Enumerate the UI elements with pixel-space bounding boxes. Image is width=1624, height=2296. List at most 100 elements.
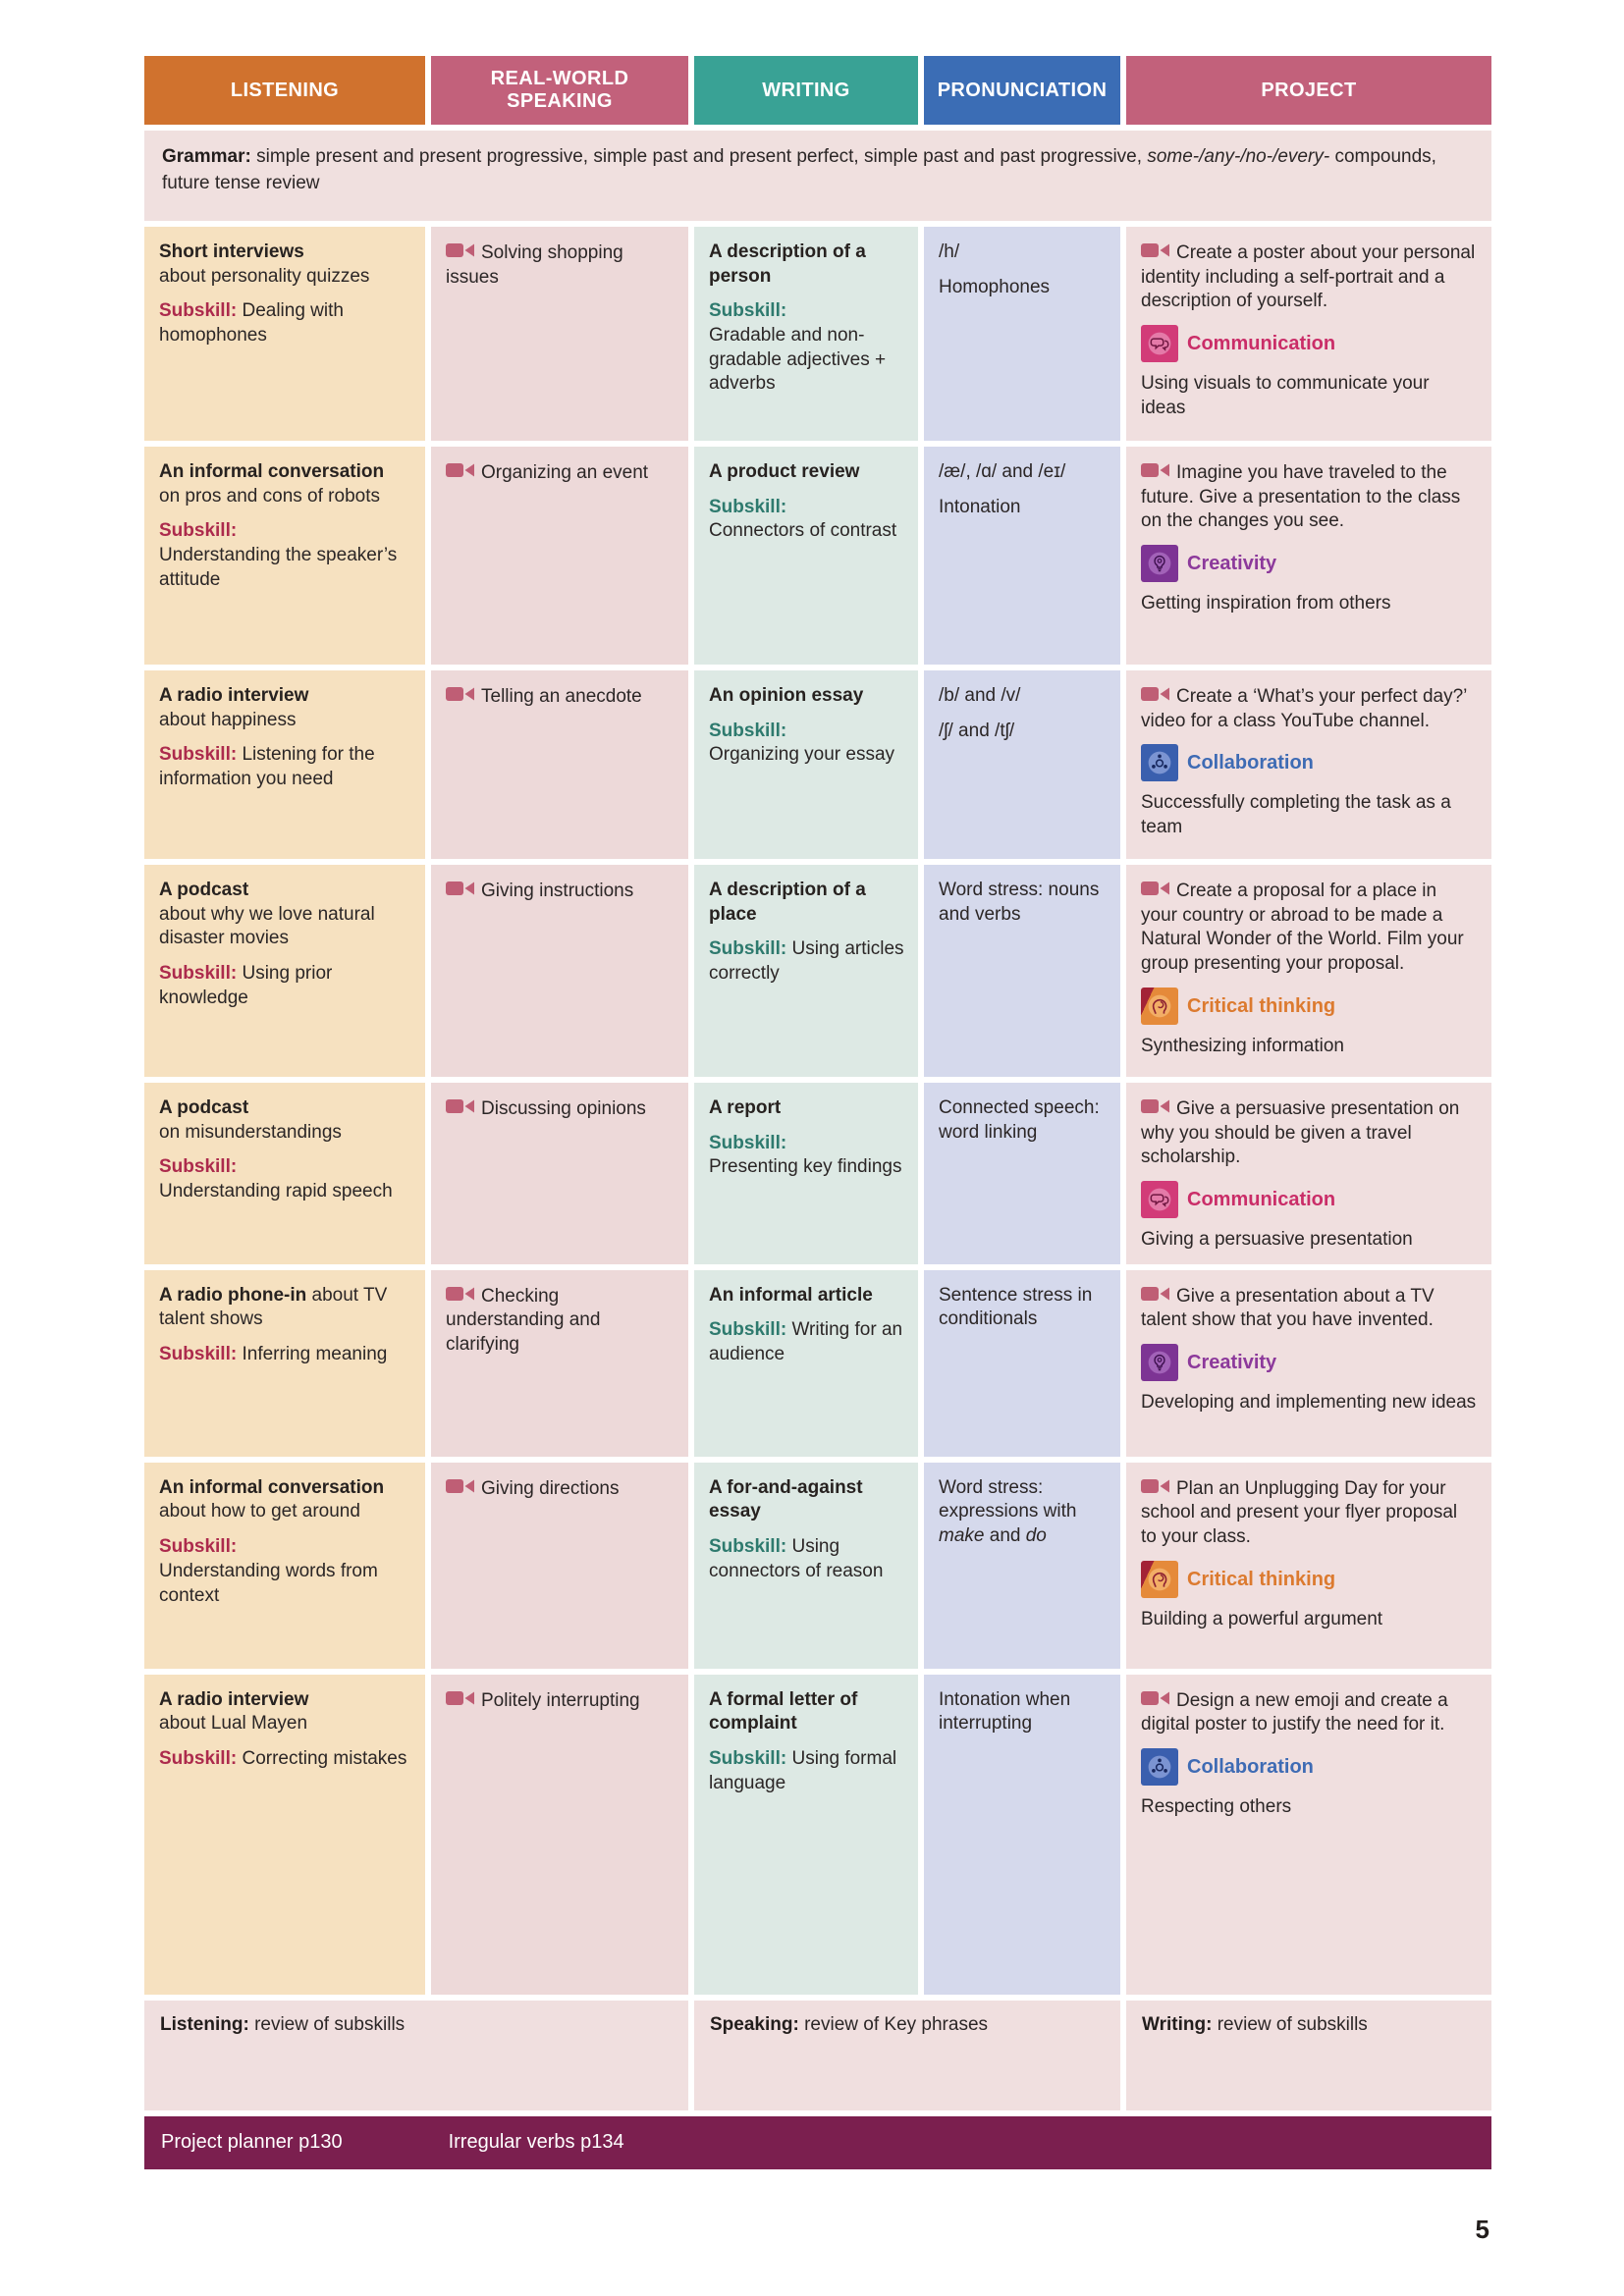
speaking-cell: Organizing an event xyxy=(431,447,688,665)
skill-badge: Critical thinking xyxy=(1141,987,1478,1025)
listening-cell: A podcast about why we love natural disas… xyxy=(144,865,425,1077)
speaking-cell: Checking understanding and clarifying xyxy=(431,1269,688,1457)
listening-detail: on misunderstandings xyxy=(159,1121,342,1143)
project-task: Create a proposal for a place in your co… xyxy=(1141,881,1464,975)
skill-badge-label: Creativity xyxy=(1187,553,1277,575)
writing-cell: A formal letter of complaint Subskill: U… xyxy=(694,1674,918,1995)
pronunciation-line: /æ/, /ɑ/ and /eɪ/ xyxy=(939,461,1066,482)
subskill-text: Dealing with homophones xyxy=(159,300,344,347)
review-row: Listening: review of subskills Speaking:… xyxy=(144,2000,1491,2110)
subskill-label: Subskill: xyxy=(709,1748,787,1770)
writing-cell: A description of a place Subskill: Using… xyxy=(694,865,918,1077)
pronunciation-italic: make xyxy=(939,1525,985,1547)
review-writing-cell: Writing: review of subskills xyxy=(1126,2000,1491,2110)
speaking-cell: Giving instructions xyxy=(431,865,688,1077)
writing-title: A formal letter of complaint xyxy=(709,1688,858,1735)
video-camera-icon xyxy=(1141,460,1170,480)
listening-detail: about how to get around xyxy=(159,1501,360,1522)
subskill-text: Using prior knowledge xyxy=(159,963,333,1008)
subskill-text: Inferring meaning xyxy=(242,1344,388,1365)
video-camera-icon xyxy=(1141,1688,1170,1708)
column-header-label: PRONUNCIATION xyxy=(937,79,1108,101)
creativity-icon xyxy=(1141,1344,1178,1382)
speaking-task: Giving directions xyxy=(481,1477,620,1499)
writing-cell: An opinion essay Subskill: Organizing you… xyxy=(694,670,918,859)
project-task: Imagine you have traveled to the future.… xyxy=(1141,462,1461,532)
pronunciation-line: /b/ and /v/ xyxy=(939,685,1021,706)
project-task: Create a poster about your personal iden… xyxy=(1141,242,1476,312)
skill-badge: Communication xyxy=(1141,1181,1478,1219)
writing-title: A description of a person xyxy=(709,241,866,287)
pronunciation-line: Word stress: nouns and verbs xyxy=(939,880,1100,925)
column-header-label: LISTENING xyxy=(230,79,340,101)
video-camera-icon xyxy=(446,1284,475,1304)
writing-title: A report xyxy=(709,1097,782,1118)
project-outcome: Using visuals to communicate your ideas xyxy=(1141,373,1430,418)
speaking-cell: Discussing opinions xyxy=(431,1083,688,1264)
review-speaking-cell: Speaking: review of Key phrases xyxy=(694,2000,1120,2110)
subskill-label: Subskill: xyxy=(159,300,238,322)
video-camera-icon xyxy=(446,240,475,260)
syllabus-table: LISTENING REAL-WORLD SPEAKING WRITING PR… xyxy=(144,56,1491,2245)
skill-badge: Collaboration xyxy=(1141,744,1478,782)
video-camera-icon xyxy=(1141,1476,1170,1496)
critical-thinking-icon xyxy=(1141,1560,1178,1598)
pronunciation-cell: /æ/, /ɑ/ and /eɪ/ Intonation xyxy=(924,447,1120,665)
listening-title: A radio phone-in xyxy=(159,1284,307,1306)
project-cell: Imagine you have traveled to the future.… xyxy=(1126,447,1491,665)
table-row: A radio interview about happiness Subskil… xyxy=(144,670,1491,859)
listening-cell: An informal conversation on pros and cons… xyxy=(144,447,425,665)
skill-badge-label: Critical thinking xyxy=(1187,994,1336,1017)
pronunciation-cell: /b/ and /v/ /ʃ/ and /tʃ/ xyxy=(924,670,1120,859)
review-text: review of subskills xyxy=(1217,2013,1368,2035)
review-text: review of subskills xyxy=(254,2013,406,2035)
project-task: Give a presentation about a TV talent sh… xyxy=(1141,1285,1435,1331)
skill-badge-label: Collaboration xyxy=(1187,752,1314,774)
pronunciation-line: Homophones xyxy=(939,276,1051,297)
listening-title: A podcast xyxy=(159,1097,249,1118)
pronunciation-text: Word stress: xyxy=(939,1476,1044,1498)
speaking-cell: Politely interrupting xyxy=(431,1674,688,1995)
speaking-task: Giving instructions xyxy=(481,881,634,901)
subskill-text: Writing for an audience xyxy=(709,1319,903,1365)
pronunciation-line: /h/ xyxy=(939,241,960,262)
project-planner-reference: Project planner p130 xyxy=(161,2131,343,2154)
video-camera-icon xyxy=(446,1096,475,1116)
project-task: Plan an Unplugging Day for your school a… xyxy=(1141,1477,1458,1548)
pronunciation-line: Intonation when interrupting xyxy=(939,1688,1071,1735)
video-camera-icon xyxy=(446,684,475,704)
subskill-label: Subskill: xyxy=(159,1156,238,1178)
table-row: An informal conversation on pros and cons… xyxy=(144,447,1491,665)
listening-title: An informal conversation xyxy=(159,1476,385,1498)
listening-cell: An informal conversation about how to get… xyxy=(144,1462,425,1669)
subskill-text: Using formal language xyxy=(709,1748,897,1793)
column-header-project: PROJECT xyxy=(1126,56,1491,125)
subskill-label: Subskill: xyxy=(709,300,787,322)
creativity-icon xyxy=(1141,545,1178,583)
listening-title: An informal conversation xyxy=(159,461,385,482)
writing-cell: An informal article Subskill: Writing fo… xyxy=(694,1269,918,1457)
writing-cell: A for-and-against essay Subskill: Using … xyxy=(694,1462,918,1669)
speaking-cell: Giving directions xyxy=(431,1462,688,1669)
column-header-pronunciation: PRONUNCIATION xyxy=(924,56,1120,125)
video-camera-icon xyxy=(446,879,475,898)
speaking-task: Checking understanding and clarifying xyxy=(446,1285,601,1356)
grammar-text: compounds, future tense review xyxy=(162,146,1436,193)
project-task: Create a ‘What’s your perfect day?’ vide… xyxy=(1141,686,1467,731)
writing-cell: A description of a person Subskill: Grada… xyxy=(694,227,918,441)
project-task: Give a persuasive presentation on why yo… xyxy=(1141,1098,1460,1168)
review-text: review of Key phrases xyxy=(804,2013,989,2035)
subskill-text: Connectors of contrast xyxy=(709,520,897,542)
subskill-text: Understanding the speaker’s attitude xyxy=(159,545,398,590)
skill-badge: Creativity xyxy=(1141,1344,1478,1382)
pronunciation-cell: Connected speech: word linking xyxy=(924,1083,1120,1264)
review-label: Speaking: xyxy=(710,2013,799,2035)
subskill-text: Correcting mistakes xyxy=(242,1748,407,1770)
writing-title: A for-and-against essay xyxy=(709,1476,863,1522)
listening-detail: about Lual Mayen xyxy=(159,1713,308,1735)
video-camera-icon xyxy=(1141,1096,1170,1116)
table-row: An informal conversation about how to get… xyxy=(144,1462,1491,1669)
pronunciation-line: Connected speech: word linking xyxy=(939,1097,1100,1143)
communication-icon xyxy=(1141,325,1178,363)
pronunciation-line: /ʃ/ and /tʃ/ xyxy=(939,720,1015,741)
